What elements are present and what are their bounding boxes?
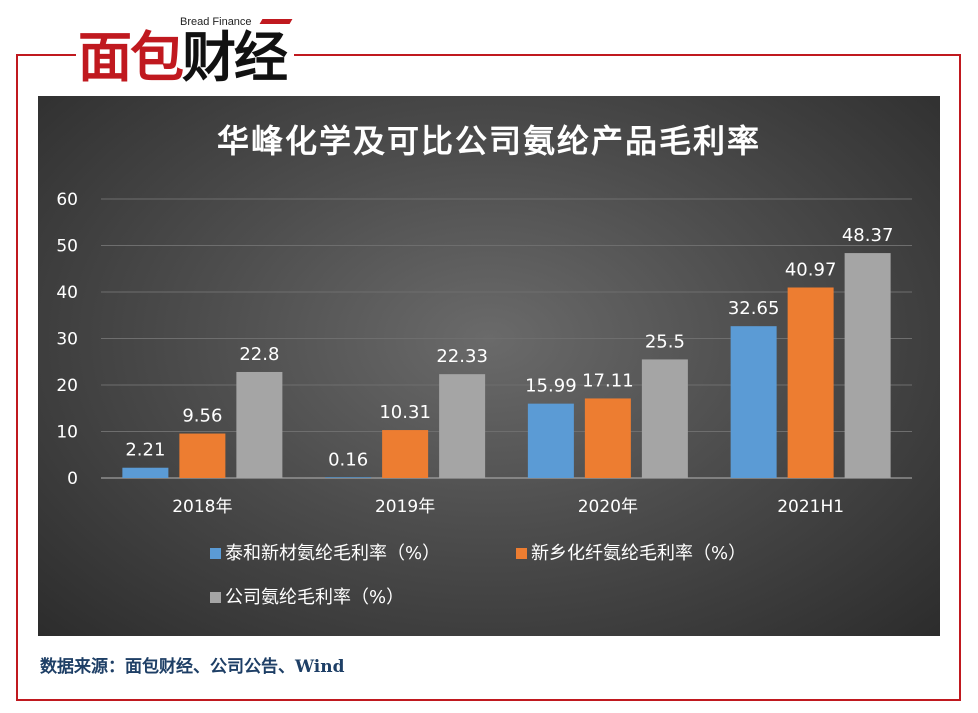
data-label: 32.65 xyxy=(728,298,780,319)
legend-label: 泰和新材氨纶毛利率（%） xyxy=(225,543,440,564)
frame-top-right xyxy=(294,54,961,56)
bar-chart: 0 10 20 30 40 50 60 2.21 9.56 22.8 2018年 0.16 10.31 2… xyxy=(56,190,912,608)
bar xyxy=(325,477,372,478)
x-tick-label: 2018年 xyxy=(172,497,232,517)
brand-name-cn-2: 财经 xyxy=(182,26,288,89)
y-tick-label: 50 xyxy=(56,237,78,257)
bar xyxy=(844,253,891,478)
bar xyxy=(730,326,777,478)
bar xyxy=(179,433,226,478)
y-tick-label: 30 xyxy=(56,330,78,350)
x-tick-label: 2019年 xyxy=(375,497,435,517)
bar xyxy=(122,467,169,478)
bar xyxy=(382,430,429,478)
chart-title: 华峰化学及可比公司氨纶产品毛利率 xyxy=(216,122,761,160)
data-label: 48.37 xyxy=(842,225,894,246)
bar xyxy=(527,403,574,478)
y-tick-label: 20 xyxy=(56,376,78,396)
frame-top-left xyxy=(16,54,76,56)
brand-name-en: Bread Finance xyxy=(180,16,252,28)
legend-label: 新乡化纤氨纶毛利率（%） xyxy=(531,543,746,564)
data-label: 22.8 xyxy=(239,344,279,365)
data-label: 25.5 xyxy=(645,331,685,352)
x-tick-label: 2020年 xyxy=(578,497,638,517)
data-label: 17.11 xyxy=(582,370,634,391)
legend-swatch xyxy=(210,592,221,603)
bar xyxy=(584,398,631,478)
data-label: 0.16 xyxy=(328,449,368,470)
logo-accent-bar xyxy=(259,19,293,24)
brand-name-cn-1: 面包 xyxy=(78,26,184,89)
legend-label: 公司氨纶毛利率（%） xyxy=(225,587,404,608)
frame-border xyxy=(16,54,961,701)
data-label: 40.97 xyxy=(785,259,837,280)
y-tick-label: 60 xyxy=(56,190,78,210)
data-label: 2.21 xyxy=(125,440,165,461)
y-tick-label: 0 xyxy=(67,469,78,489)
data-label: 22.33 xyxy=(436,346,488,367)
legend-swatch xyxy=(516,548,527,559)
y-tick-label: 10 xyxy=(56,423,78,443)
legend-swatch xyxy=(210,548,221,559)
y-tick-label: 40 xyxy=(56,283,78,303)
brand-logo: 面包财经 xyxy=(78,26,288,89)
bar xyxy=(236,371,283,478)
bar xyxy=(641,359,688,478)
source-note: 数据来源：面包财经、公司公告、Wind xyxy=(40,657,345,677)
data-label: 10.31 xyxy=(379,402,431,423)
data-label: 9.56 xyxy=(182,406,222,427)
bar xyxy=(787,287,834,478)
data-label: 15.99 xyxy=(525,376,577,397)
bar xyxy=(439,374,486,478)
x-tick-label: 2021H1 xyxy=(777,497,844,517)
